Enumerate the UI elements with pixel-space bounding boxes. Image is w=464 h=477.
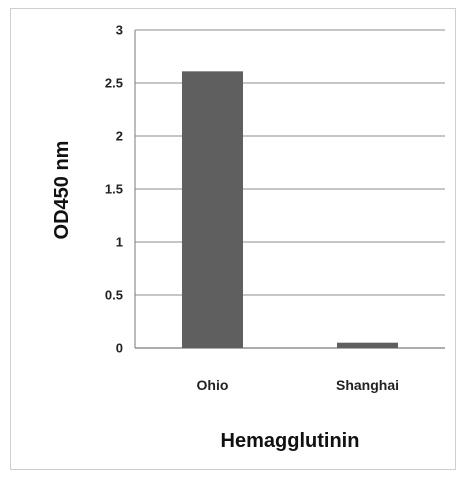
y-tick-label-6: 3 <box>116 23 123 38</box>
bar-ohio <box>182 71 243 348</box>
bars <box>182 71 398 348</box>
y-tick-label-2: 1 <box>116 235 123 250</box>
y-tick-labels: 0 0.5 1 1.5 2 2.5 3 <box>105 23 123 356</box>
gridlines <box>135 29 445 296</box>
y-tick-label-1: 0.5 <box>105 288 123 303</box>
x-axis-title: Hemagglutinin <box>221 430 360 452</box>
y-tick-label-3: 1.5 <box>105 182 123 197</box>
y-tick-label-4: 2 <box>116 129 123 144</box>
x-tick-labels: Ohio Shanghai <box>197 377 399 393</box>
bar-shanghai <box>337 342 398 348</box>
x-tick-label-ohio: Ohio <box>197 377 229 393</box>
x-tick-label-shanghai: Shanghai <box>336 377 399 393</box>
y-axis-title: OD450 nm <box>51 141 73 240</box>
y-tick-label-5: 2.5 <box>105 76 123 91</box>
y-tick-label-0: 0 <box>116 341 123 356</box>
